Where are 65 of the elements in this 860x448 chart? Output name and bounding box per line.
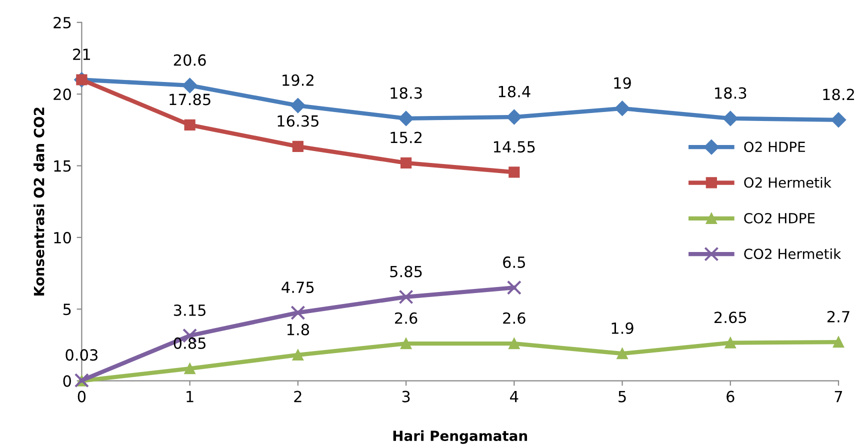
- y-tick-label: 5: [63, 304, 71, 316]
- data-label: 18.3: [715, 87, 746, 99]
- point: [616, 348, 628, 360]
- x-tick-label: 7: [834, 390, 842, 402]
- point: [290, 305, 306, 320]
- data-label: 20.6: [174, 54, 206, 66]
- data-label: 14.55: [494, 141, 535, 153]
- point: [184, 119, 196, 130]
- point: [290, 98, 306, 114]
- x-tick-label: 1: [186, 390, 194, 402]
- data-label: 18.3: [390, 87, 422, 99]
- x-tick-label: 2: [294, 390, 302, 402]
- point: [724, 337, 736, 348]
- y-tick-label: 15: [54, 160, 71, 172]
- data-label: 2.7: [827, 310, 850, 322]
- x-tick-label: 3: [402, 390, 410, 402]
- y-tick-label: 10: [54, 232, 71, 244]
- legend-label: O2 Hermetik: [744, 177, 832, 188]
- point: [614, 100, 630, 116]
- data-label: 1.8: [287, 324, 310, 336]
- y-tick-label: 25: [54, 16, 71, 28]
- data-label: 6.5: [503, 256, 525, 268]
- x-tick-label: 0: [78, 390, 86, 402]
- data-label: 3.15: [174, 304, 206, 316]
- point: [722, 110, 738, 126]
- data-label: 4.75: [282, 282, 314, 294]
- data-label: 18.4: [498, 86, 530, 98]
- point: [182, 78, 198, 94]
- point: [398, 110, 414, 126]
- y-tick-label: 20: [54, 88, 71, 100]
- x-tick-label: 5: [618, 390, 626, 402]
- data-label: 0.85: [174, 337, 206, 349]
- data-label: 15.2: [390, 132, 422, 144]
- point: [398, 290, 414, 304]
- y-axis-title: Konsentrasi O2 dan CO2: [34, 108, 44, 296]
- data-label: 2.65: [714, 312, 746, 324]
- x-tick-label: 6: [726, 390, 734, 402]
- data-label: 2.6: [503, 312, 526, 324]
- x-tick-label: 4: [510, 390, 518, 402]
- point: [832, 336, 844, 348]
- data-label: 18.2: [823, 88, 854, 100]
- point: [184, 363, 196, 374]
- point: [292, 349, 304, 361]
- data-label: 17.85: [170, 94, 210, 106]
- data-label: 2.6: [395, 312, 418, 324]
- legend-label: O2 HDPE: [744, 142, 805, 152]
- data-label: 21: [73, 48, 90, 60]
- point: [830, 112, 846, 128]
- data-label: 0.03: [66, 349, 98, 361]
- point: [506, 280, 522, 295]
- point: [400, 157, 412, 168]
- y-tick-label: 0: [63, 375, 71, 387]
- point: [292, 140, 304, 152]
- legend-label: CO2 Hermetik: [744, 248, 842, 260]
- legend-label: CO2 HDPE: [744, 212, 815, 224]
- point: [506, 109, 522, 125]
- data-label: 16.35: [278, 115, 318, 127]
- data-label: 5.85: [390, 266, 422, 278]
- point: [508, 338, 520, 350]
- data-label: 19: [614, 77, 631, 89]
- data-label: 1.9: [612, 322, 634, 334]
- point: [400, 338, 412, 350]
- data-label: 19.2: [282, 74, 314, 86]
- point: [508, 166, 520, 178]
- x-axis-title: Hari Pengamatan: [393, 430, 528, 444]
